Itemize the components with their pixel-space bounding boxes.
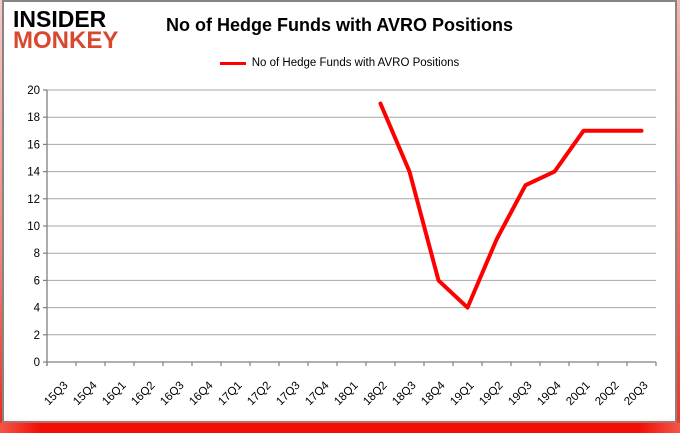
x-axis-tick-label: 20Q1 (564, 380, 592, 408)
y-axis-tick-label: 12 (27, 194, 40, 206)
x-axis-tick-label: 16Q1 (100, 380, 128, 408)
y-axis-tick-label: 18 (27, 112, 40, 124)
y-axis-tick-label: 20 (27, 85, 40, 97)
x-axis-tick-label: 17Q4 (303, 379, 332, 408)
chart-legend: No of Hedge Funds with AVRO Positions (4, 57, 675, 69)
legend-label: No of Hedge Funds with AVRO Positions (251, 57, 460, 69)
x-axis-tick-label: 20Q3 (622, 380, 650, 408)
y-axis-tick-label: 16 (27, 139, 40, 151)
x-axis-tick-label: 18Q3 (390, 380, 418, 408)
left-red-border (0, 0, 2, 423)
logo-text-insider: INSIDER (13, 6, 107, 32)
x-axis-tick-label: 18Q2 (361, 380, 389, 408)
x-axis-tick-label: 19Q1 (448, 380, 476, 408)
chart-plot-area: 0 2 4 6 8 10 12 14 16 18 20 15Q3 15Q4 16Q1 16Q2 16Q3 16Q… (27, 85, 657, 408)
x-axis-tick-label: 19Q4 (535, 379, 564, 408)
x-axis-tick-label: 19Q3 (506, 380, 534, 408)
y-axis-tick-label: 6 (34, 275, 40, 287)
right-red-border (677, 0, 680, 423)
x-axis-tick-label: 19Q2 (477, 380, 505, 408)
chart-card: INSIDER MONKEY No of Hedge Funds with AV… (2, 0, 677, 423)
x-axis-tick-label: 15Q3 (42, 380, 70, 408)
x-axis-tick-label: 17Q2 (245, 380, 273, 408)
chart-title: No of Hedge Funds with AVRO Positions (166, 15, 513, 35)
x-axis-tick-label: 17Q1 (216, 380, 244, 408)
x-axis-tick-label: 15Q4 (71, 379, 100, 408)
x-axis-tick-label: 17Q3 (274, 380, 302, 408)
x-axis-tick-label: 18Q4 (419, 379, 448, 408)
x-axis-tick-label: 16Q4 (187, 379, 216, 408)
series-line-hedge-fund-positions (378, 101, 644, 310)
bottom-red-bar (0, 423, 680, 433)
y-axis-tick-label: 14 (27, 167, 40, 179)
insider-monkey-logo: INSIDER MONKEY (13, 6, 119, 55)
y-axis-tick-label: 8 (34, 248, 40, 260)
y-axis-tick-label: 4 (34, 303, 41, 315)
x-axis-tick-label: 16Q3 (158, 380, 186, 408)
x-axis-tick-label: 20Q2 (593, 380, 621, 408)
legend-line-marker (219, 61, 246, 65)
y-axis-tick-label: 0 (34, 357, 40, 369)
x-axis-tick-label: 16Q2 (129, 380, 157, 408)
x-axis-tick-label: 18Q1 (332, 380, 360, 408)
logo-text-monkey: MONKEY (13, 27, 119, 55)
y-axis-tick-label: 2 (34, 330, 40, 342)
y-axis-tick-label: 10 (27, 221, 40, 233)
